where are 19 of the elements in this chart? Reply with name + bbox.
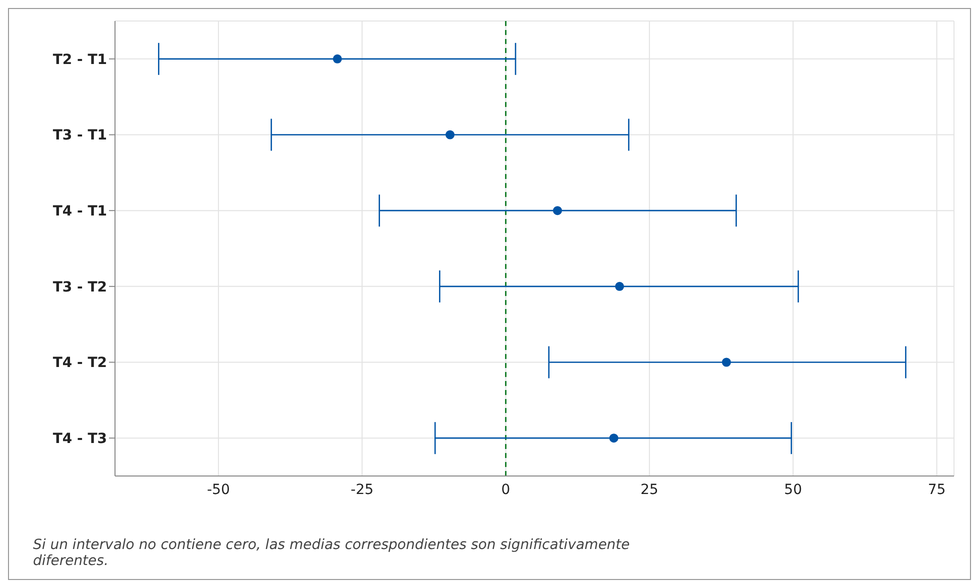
x-tick-label: 25 xyxy=(640,482,658,498)
y-tick-label: T4 - T2 xyxy=(52,355,107,372)
point xyxy=(332,54,342,64)
x-tick-label: 50 xyxy=(784,482,802,498)
y-tick-label: T2 - T1 xyxy=(52,52,107,68)
text: Si un intervalo no contiene cero, las medias correspondientes son significativamente diferentes. xyxy=(33,537,631,569)
point xyxy=(609,434,618,443)
y-tick-label: T3 - T1 xyxy=(52,128,107,144)
point xyxy=(552,206,562,216)
x-tick-label: 75 xyxy=(928,482,946,498)
point xyxy=(615,282,624,291)
x-tick-label: -25 xyxy=(350,482,374,498)
point xyxy=(722,358,731,367)
x-tick-label: -50 xyxy=(207,482,230,498)
y-tick-label: T4 - T3 xyxy=(52,431,107,448)
y-tick-label: T3 - T2 xyxy=(52,279,107,296)
point xyxy=(446,130,455,140)
x-tick-label: 0 xyxy=(501,482,510,498)
y-tick-label: T4 - T1 xyxy=(52,204,107,220)
